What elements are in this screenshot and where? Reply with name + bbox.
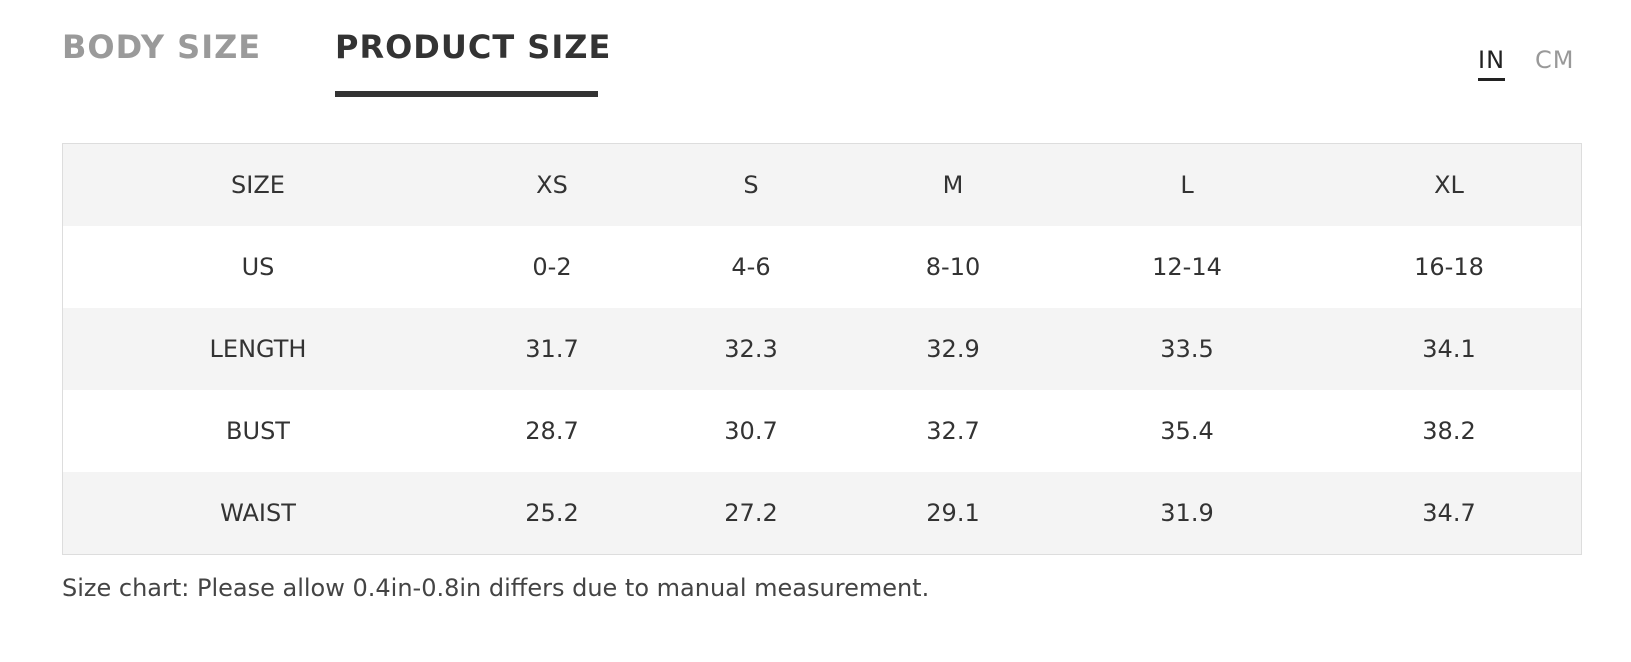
row-label: BUST [226, 417, 290, 445]
table-row: LENGTH 31.7 32.3 32.9 33.5 34.1 [63, 308, 1581, 390]
cell: XL [1434, 171, 1464, 199]
size-table: SIZE XS S M L XL US 0-2 4-6 8-10 12-14 16-18 LENGTH 3… [62, 143, 1582, 555]
cell: L [1180, 171, 1194, 199]
tab-body-size[interactable]: BODY SIZE [62, 28, 262, 66]
table-row: WAIST 25.2 27.2 29.1 31.9 34.7 [63, 472, 1581, 554]
unit-in[interactable]: IN [1478, 46, 1506, 81]
cell: 38.2 [1422, 417, 1476, 445]
unit-cm[interactable]: CM [1535, 46, 1575, 74]
cell: 30.7 [724, 417, 778, 445]
row-label: US [241, 253, 275, 281]
cell: 12-14 [1152, 253, 1222, 281]
active-tab-indicator [335, 91, 598, 97]
cell: 0-2 [532, 253, 572, 281]
cell: 27.2 [724, 499, 778, 527]
cell: 34.7 [1422, 499, 1476, 527]
row-label: LENGTH [209, 335, 307, 363]
header-row: SIZE XS S M L XL [63, 144, 1581, 226]
tab-product-size[interactable]: PRODUCT SIZE [335, 28, 612, 66]
note: Size chart: Please allow 0.4in-0.8in dif… [62, 574, 930, 602]
row-label: SIZE [231, 171, 285, 199]
cell: M [942, 171, 964, 199]
cell: 25.2 [525, 499, 579, 527]
cell: 8-10 [925, 253, 981, 281]
cell: 32.7 [926, 417, 980, 445]
cell: 29.1 [926, 499, 980, 527]
cell: XS [536, 171, 568, 199]
cell: 31.9 [1160, 499, 1214, 527]
cell: 32.9 [926, 335, 980, 363]
cell: 4-6 [731, 253, 771, 281]
cell: 16-18 [1414, 253, 1484, 281]
cell: 35.4 [1160, 417, 1214, 445]
table-row: US 0-2 4-6 8-10 12-14 16-18 [63, 226, 1581, 308]
table-row: BUST 28.7 30.7 32.7 35.4 38.2 [63, 390, 1581, 472]
cell: S [743, 171, 759, 199]
cell: 33.5 [1160, 335, 1214, 363]
cell: 28.7 [525, 417, 579, 445]
cell: 32.3 [724, 335, 778, 363]
cell: 31.7 [525, 335, 579, 363]
row-label: WAIST [220, 499, 296, 527]
cell: 34.1 [1422, 335, 1476, 363]
